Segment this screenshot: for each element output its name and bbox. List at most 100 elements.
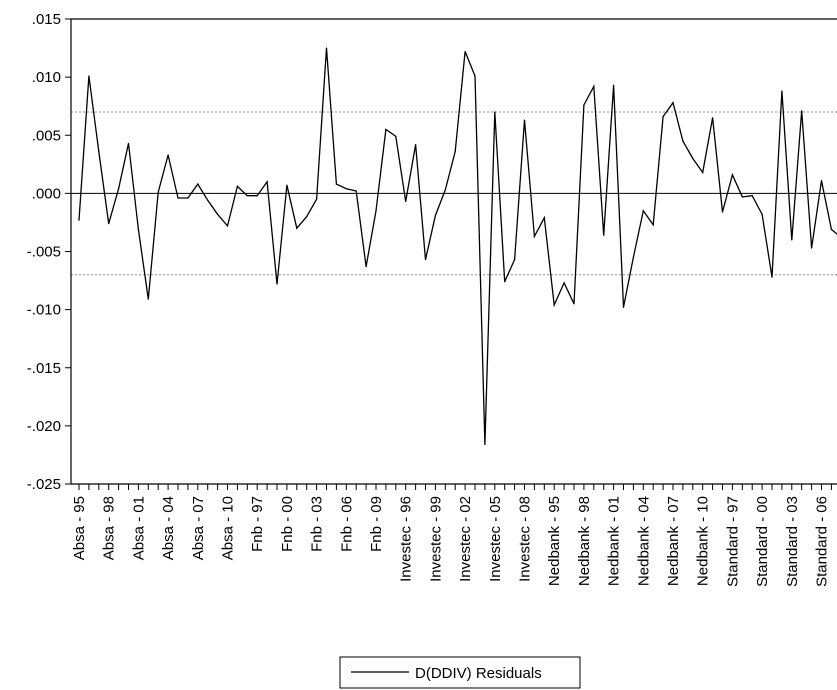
x-tick-label: Nedbank - 10 [695, 496, 712, 586]
x-tick-label: Investec - 02 [457, 496, 474, 582]
data-point [583, 104, 585, 106]
data-point [266, 181, 268, 183]
data-point [286, 184, 288, 186]
x-tick-label: Standard - 03 [784, 496, 801, 587]
data-point [761, 213, 763, 215]
reference-lines [71, 111, 837, 276]
data-point [771, 276, 773, 278]
data-point [811, 247, 813, 249]
data-point [712, 117, 714, 119]
data-point [543, 217, 545, 219]
data-point [830, 228, 833, 231]
x-tick-label: Nedbank - 04 [635, 496, 652, 586]
data-point [335, 183, 337, 185]
data-point [207, 199, 209, 201]
data-point [325, 47, 328, 49]
data-point [98, 150, 100, 153]
x-tick-label: Absa - 95 [71, 496, 88, 560]
data-point [434, 214, 436, 217]
data-point [127, 142, 130, 144]
y-tick-label: .015 [32, 11, 61, 28]
data-point [593, 85, 595, 88]
x-tick-label: Absa - 98 [101, 496, 118, 560]
data-point [147, 298, 149, 300]
y-tick-label: -.010 [27, 302, 61, 319]
data-point [484, 443, 486, 446]
data-point [276, 283, 278, 285]
data-point [474, 75, 476, 77]
data-point [395, 135, 397, 138]
data-point [791, 239, 793, 241]
data-point [682, 140, 684, 142]
x-tick-label: Fnb - 97 [249, 496, 266, 552]
data-point [632, 256, 635, 258]
data-point [108, 223, 110, 225]
data-point [424, 259, 427, 261]
data-point [514, 259, 516, 261]
y-tick-label: -.005 [27, 244, 61, 261]
y-tick-label: .000 [32, 185, 61, 202]
y-axis-ticks: .015 .010 .005 .000 -.005 -.010 -.015 -.020 -.02… [27, 11, 71, 493]
data-point [563, 282, 565, 284]
x-tick-label: Standard - 00 [754, 496, 771, 587]
data-point [187, 197, 189, 199]
data-point [731, 174, 734, 176]
data-point [464, 50, 466, 53]
x-tick-label: Nedbank - 01 [606, 496, 623, 586]
x-tick-label: Absa - 04 [160, 496, 177, 560]
data-point [256, 195, 258, 197]
data-point [296, 227, 298, 229]
data-point [573, 303, 575, 305]
legend-label-residuals: D(DDIV) Residuals [415, 665, 542, 682]
x-tick-label: Standard - 97 [724, 496, 741, 587]
data-point [622, 306, 625, 308]
data-point [137, 228, 139, 231]
legend: D(DDIV) Residuals [339, 656, 581, 689]
data-point [226, 225, 229, 227]
data-point [316, 198, 318, 200]
data-point [523, 119, 526, 121]
data-point [721, 211, 724, 213]
data-point [553, 304, 555, 306]
x-tick-label: Absa - 07 [190, 496, 207, 560]
x-tick-label: Investec - 99 [427, 496, 444, 582]
data-point [236, 185, 238, 187]
y-tick-label: -.020 [27, 418, 61, 435]
data-point [306, 216, 308, 218]
data-point [177, 197, 179, 199]
x-tick-label: Standard - 06 [814, 496, 831, 587]
x-tick-label: Fnb - 09 [368, 496, 385, 552]
x-tick-label: Fnb - 03 [309, 496, 326, 552]
data-point [246, 195, 248, 197]
data-point [702, 171, 704, 174]
data-point [820, 179, 823, 182]
data-point [415, 143, 417, 146]
data-point [692, 157, 694, 160]
data-point [157, 191, 159, 193]
y-tick-label: .010 [32, 69, 61, 86]
data-point [375, 210, 377, 212]
x-tick-label: Nedbank - 07 [665, 496, 682, 586]
y-tick-label: -.015 [27, 360, 61, 377]
data-point [652, 224, 654, 226]
x-tick-label: Investec - 08 [517, 496, 534, 582]
data-point [751, 195, 753, 197]
data-point [504, 281, 506, 283]
data-point [444, 189, 446, 191]
y-tick-label: .005 [32, 127, 61, 144]
data-point [118, 188, 120, 190]
data-point [345, 188, 347, 190]
data-point [365, 266, 367, 268]
data-point [613, 84, 615, 86]
data-point [88, 75, 90, 77]
data-point [355, 190, 357, 192]
x-tick-label: Investec - 05 [487, 496, 504, 582]
series-layer [78, 47, 837, 446]
plot-background [71, 19, 837, 484]
data-point [603, 234, 605, 236]
data-point [533, 235, 536, 237]
x-tick-label: Fnb - 06 [338, 496, 355, 552]
x-tick-label: Absa - 01 [130, 496, 147, 560]
x-tick-label: Absa - 10 [220, 496, 237, 560]
